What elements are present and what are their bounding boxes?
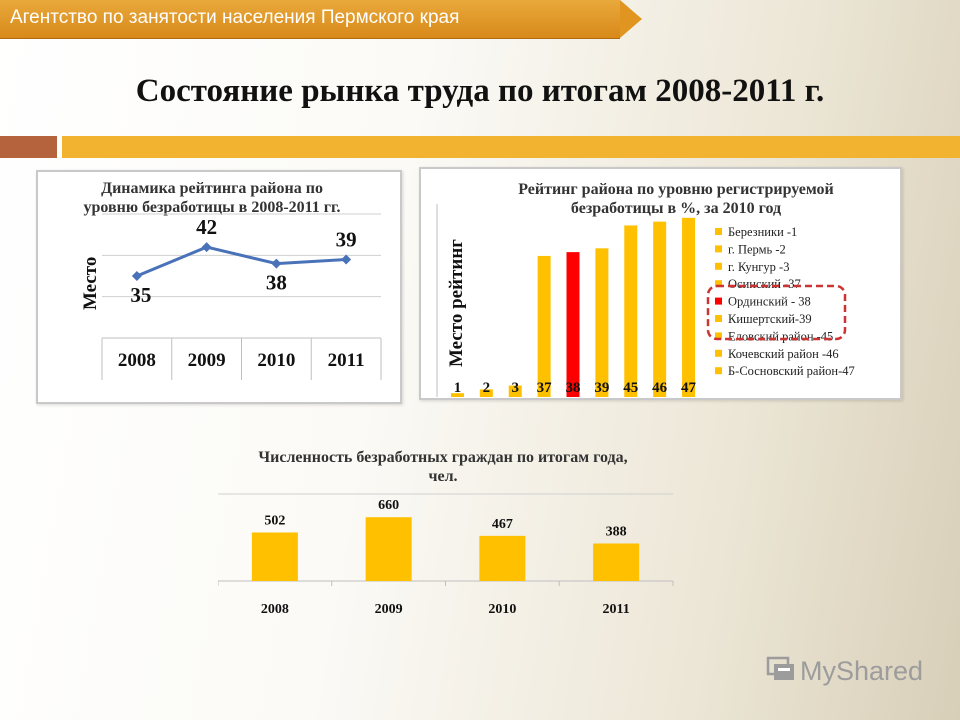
bar xyxy=(537,255,551,397)
data-label: 39 xyxy=(336,227,357,251)
x-tick-label: 3 xyxy=(511,380,519,396)
data-label: 38 xyxy=(266,271,287,295)
x-tick-label: 2011 xyxy=(603,602,630,617)
rating-dynamics-chart: Динамика рейтинга района по уровню безра… xyxy=(36,170,402,404)
bar xyxy=(365,517,412,581)
legend-swatch xyxy=(715,228,722,235)
header-bar: Агентство по занятости населения Пермско… xyxy=(0,0,620,39)
bar xyxy=(450,393,464,397)
legend-swatch xyxy=(715,349,722,357)
unemployed-bar-chart-svg: 502 2008 660 2009 467 2010 388 2011 xyxy=(218,493,674,617)
chart-title: Динамика рейтинга района по уровню безра… xyxy=(83,180,341,216)
data-label: 42 xyxy=(196,215,217,239)
district-rating-chart: Рейтинг района по уровню регистрируемой … xyxy=(419,167,902,400)
data-point xyxy=(201,242,212,253)
line-chart-svg: 35 42 38 39 2008 2009 2010 2011 Место xyxy=(80,213,382,380)
data-label: 35 xyxy=(130,283,151,307)
slide-title: Состояние рынка труда по итогам 2008-201… xyxy=(135,73,825,109)
legend-label: Еловский район -45 xyxy=(728,329,833,343)
x-tick-label: 2008 xyxy=(118,350,156,371)
legend-swatch xyxy=(715,245,722,253)
bar xyxy=(624,225,638,397)
rating-bar-chart-svg: 1 2 3 37 38 39 45 46 47 Место рейтинг Березники -1… xyxy=(436,204,855,397)
bar xyxy=(595,248,609,397)
legend-label: Осинский -37 xyxy=(728,277,801,291)
data-label: 388 xyxy=(606,524,627,539)
legend-label: Кишертский-39 xyxy=(728,312,812,326)
legend-swatch xyxy=(715,332,722,340)
data-label: 467 xyxy=(492,517,513,532)
legend-swatch xyxy=(715,315,722,322)
x-tick-label: 1 xyxy=(454,380,462,396)
watermark: MyShared xyxy=(766,654,923,687)
x-tick-label: 2010 xyxy=(488,602,516,617)
legend-swatch xyxy=(715,367,722,375)
unemployed-count-chart: Численность безработных граждан по итога… xyxy=(218,448,678,628)
x-tick-label: 45 xyxy=(623,380,638,396)
data-label: 660 xyxy=(378,498,399,513)
bar xyxy=(593,543,640,581)
x-tick-label: 2 xyxy=(483,380,491,396)
bar xyxy=(251,532,298,581)
legend-swatch xyxy=(715,280,722,288)
x-tick-label: 38 xyxy=(566,380,581,396)
data-point xyxy=(341,254,352,265)
legend-swatch xyxy=(715,297,722,305)
header-arrow xyxy=(620,0,642,38)
divider-accent-right xyxy=(62,136,960,158)
x-tick-label: 47 xyxy=(681,380,697,396)
data-point xyxy=(271,258,282,269)
bar xyxy=(479,535,526,581)
divider-accent-left xyxy=(0,136,57,158)
legend-label: г. Кунгур -3 xyxy=(728,260,789,274)
highlight-box xyxy=(706,284,847,341)
bar xyxy=(508,385,522,397)
x-tick-label: 37 xyxy=(537,380,553,396)
bar xyxy=(479,389,493,397)
x-tick-label: 39 xyxy=(594,380,609,396)
x-tick-label: 2008 xyxy=(261,602,289,617)
x-tick-label: 46 xyxy=(652,380,668,396)
y-axis-label: Место xyxy=(80,257,101,310)
legend-label: Ординский - 38 xyxy=(728,295,811,309)
chart-title: Численность безработных граждан по итога… xyxy=(258,449,628,485)
bar xyxy=(566,252,580,397)
x-tick-label: 2009 xyxy=(188,350,226,371)
data-point xyxy=(131,271,142,281)
x-tick-label: 2011 xyxy=(328,350,365,371)
bar xyxy=(682,217,696,397)
legend-label: г. Пермь -2 xyxy=(728,242,786,256)
y-axis-label: Место рейтинг xyxy=(446,239,467,367)
watermark-text: MyShared xyxy=(800,656,924,686)
x-tick-label: 2010 xyxy=(257,350,295,371)
legend-label: Березники -1 xyxy=(728,225,797,239)
legend-label: Кочевский район -46 xyxy=(728,347,839,361)
bar xyxy=(653,221,667,397)
series-line xyxy=(136,245,347,278)
data-label: 502 xyxy=(264,513,285,528)
x-tick-label: 2009 xyxy=(375,602,403,617)
slides-icon xyxy=(766,654,796,684)
agency-name: Агентство по занятости населения Пермско… xyxy=(10,7,460,28)
legend-swatch xyxy=(715,262,722,270)
chart-title: Рейтинг района по уровню регистрируемой … xyxy=(518,181,834,217)
legend-label: Б-Сосновский район-47 xyxy=(728,364,855,378)
